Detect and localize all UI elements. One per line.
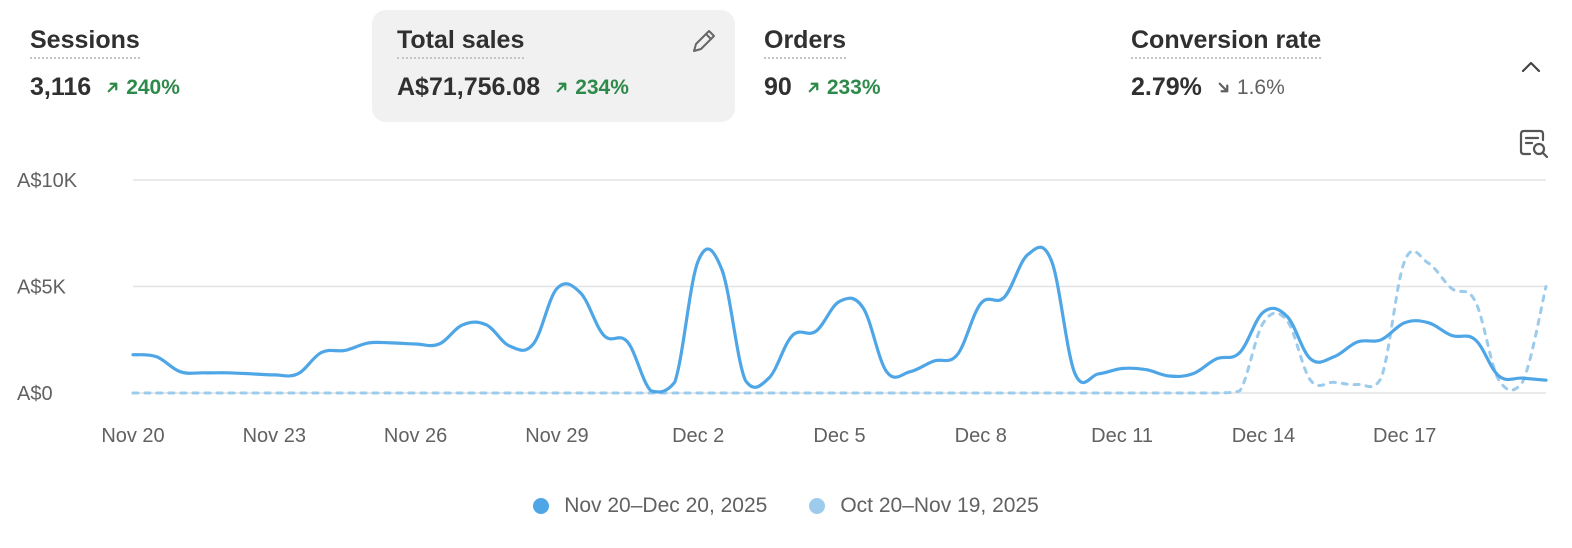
metric-change: 234% xyxy=(554,76,629,100)
series-line-previous[interactable] xyxy=(131,249,1548,395)
metric-change: 233% xyxy=(806,76,881,100)
arrow-up-right-icon xyxy=(107,82,118,93)
metric-value: 90 xyxy=(764,73,792,101)
legend-dot-previous xyxy=(809,498,826,514)
metric-card-orders[interactable]: Orders 90 233% xyxy=(739,10,1099,122)
metric-change-value: 233% xyxy=(826,75,881,99)
x-tick-label: Nov 26 xyxy=(384,425,447,447)
metric-title[interactable]: Total sales xyxy=(397,26,525,59)
y-tick-label: A$0 xyxy=(17,383,53,405)
metric-value: 2.79% xyxy=(1131,73,1202,101)
metric-card-total-sales[interactable]: Total sales A$71,756.08 234% xyxy=(372,10,735,122)
metric-change-value: 1.6% xyxy=(1236,75,1285,99)
metric-title[interactable]: Sessions xyxy=(30,26,140,59)
metric-change: 1.6% xyxy=(1216,76,1285,100)
chevron-up-icon[interactable] xyxy=(1516,52,1546,82)
metric-card-conversion-rate[interactable]: Conversion rate 2.79% 1.6% xyxy=(1106,10,1466,122)
metric-value: 3,116 xyxy=(30,73,92,101)
x-tick-label: Dec 11 xyxy=(1091,425,1153,447)
legend-label: Oct 20–Nov 19, 2025 xyxy=(840,494,1039,517)
x-tick-label: Dec 5 xyxy=(813,425,865,447)
x-tick-label: Dec 8 xyxy=(955,425,1007,447)
arrow-up-right-icon xyxy=(556,82,567,93)
metric-change: 240% xyxy=(105,76,180,100)
chart-legend: Nov 20–Dec 20, 2025 Oct 20–Nov 19, 2025 xyxy=(0,494,1572,518)
x-tick-label: Nov 23 xyxy=(243,425,306,447)
x-tick-label: Nov 29 xyxy=(525,425,588,447)
legend-label: Nov 20–Dec 20, 2025 xyxy=(564,494,768,517)
arrow-up-right-icon xyxy=(808,82,819,93)
pencil-icon[interactable] xyxy=(689,26,719,56)
legend-dot-current xyxy=(533,498,550,514)
series-line-current[interactable] xyxy=(131,245,1548,394)
y-tick-label: A$10K xyxy=(17,170,78,192)
metric-change-value: 240% xyxy=(126,75,180,99)
x-tick-label: Dec 2 xyxy=(672,425,724,447)
legend-item-current[interactable]: Nov 20–Dec 20, 2025 xyxy=(533,494,767,518)
x-tick-label: Nov 20 xyxy=(101,425,164,447)
metric-card-sessions[interactable]: Sessions 3,116 240% xyxy=(5,10,365,122)
metric-title[interactable]: Orders xyxy=(764,26,846,59)
x-tick-label: Dec 14 xyxy=(1232,425,1295,447)
metrics-bar: Sessions 3,116 240% Total sales A$71,756… xyxy=(0,0,1572,130)
arrow-down-right-icon xyxy=(1218,82,1229,93)
metric-value: A$71,756.08 xyxy=(397,73,541,101)
metric-change-value: 234% xyxy=(575,75,629,99)
y-tick-label: A$5K xyxy=(17,277,67,299)
sales-line-chart[interactable]: A$10K A$5K A$0 Nov 20 Nov 23 Nov 26 Nov 29 Dec … xyxy=(0,150,1572,465)
legend-item-previous[interactable]: Oct 20–Nov 19, 2025 xyxy=(809,494,1039,518)
search-chart-icon[interactable] xyxy=(1516,126,1550,160)
x-tick-label: Dec 17 xyxy=(1373,425,1436,447)
metric-title[interactable]: Conversion rate xyxy=(1131,26,1322,59)
